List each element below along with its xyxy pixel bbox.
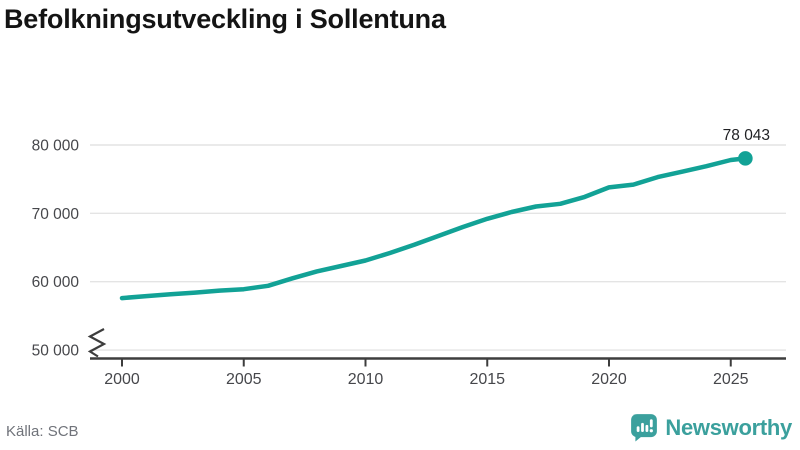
line-chart: 50 000 60 000 70 000 80 000 2000 2005 2010 2015… <box>32 127 786 388</box>
newsworthy-logo-text: Newsworthy <box>665 414 792 440</box>
y-axis-tick-label: 70 000 <box>32 206 80 223</box>
x-axis-tick-label: 2025 <box>713 371 749 388</box>
x-axis-tick-label: 2015 <box>469 371 505 388</box>
y-axis-break-icon <box>87 328 107 358</box>
newsworthy-logo: Newsworthy <box>630 413 792 442</box>
chart-title: Befolkningsutveckling i Sollentuna <box>4 4 446 34</box>
latest-value-label: 78 043 <box>723 127 770 144</box>
y-axis-tick-label: 50 000 <box>32 343 80 360</box>
population-line-series <box>119 156 748 301</box>
x-axis-tick-label: 2010 <box>348 371 384 388</box>
y-axis-tick-label: 80 000 <box>32 138 80 155</box>
y-axis-tick-label: 60 000 <box>32 274 80 291</box>
newsworthy-logo-icon <box>631 414 658 442</box>
x-axis-tick-label: 2020 <box>591 371 627 388</box>
source-label: Källa: SCB <box>6 423 79 440</box>
x-axis-tick-label: 2005 <box>226 371 262 388</box>
latest-point-marker <box>738 151 753 166</box>
x-axis-tick-label: 2000 <box>104 371 140 388</box>
